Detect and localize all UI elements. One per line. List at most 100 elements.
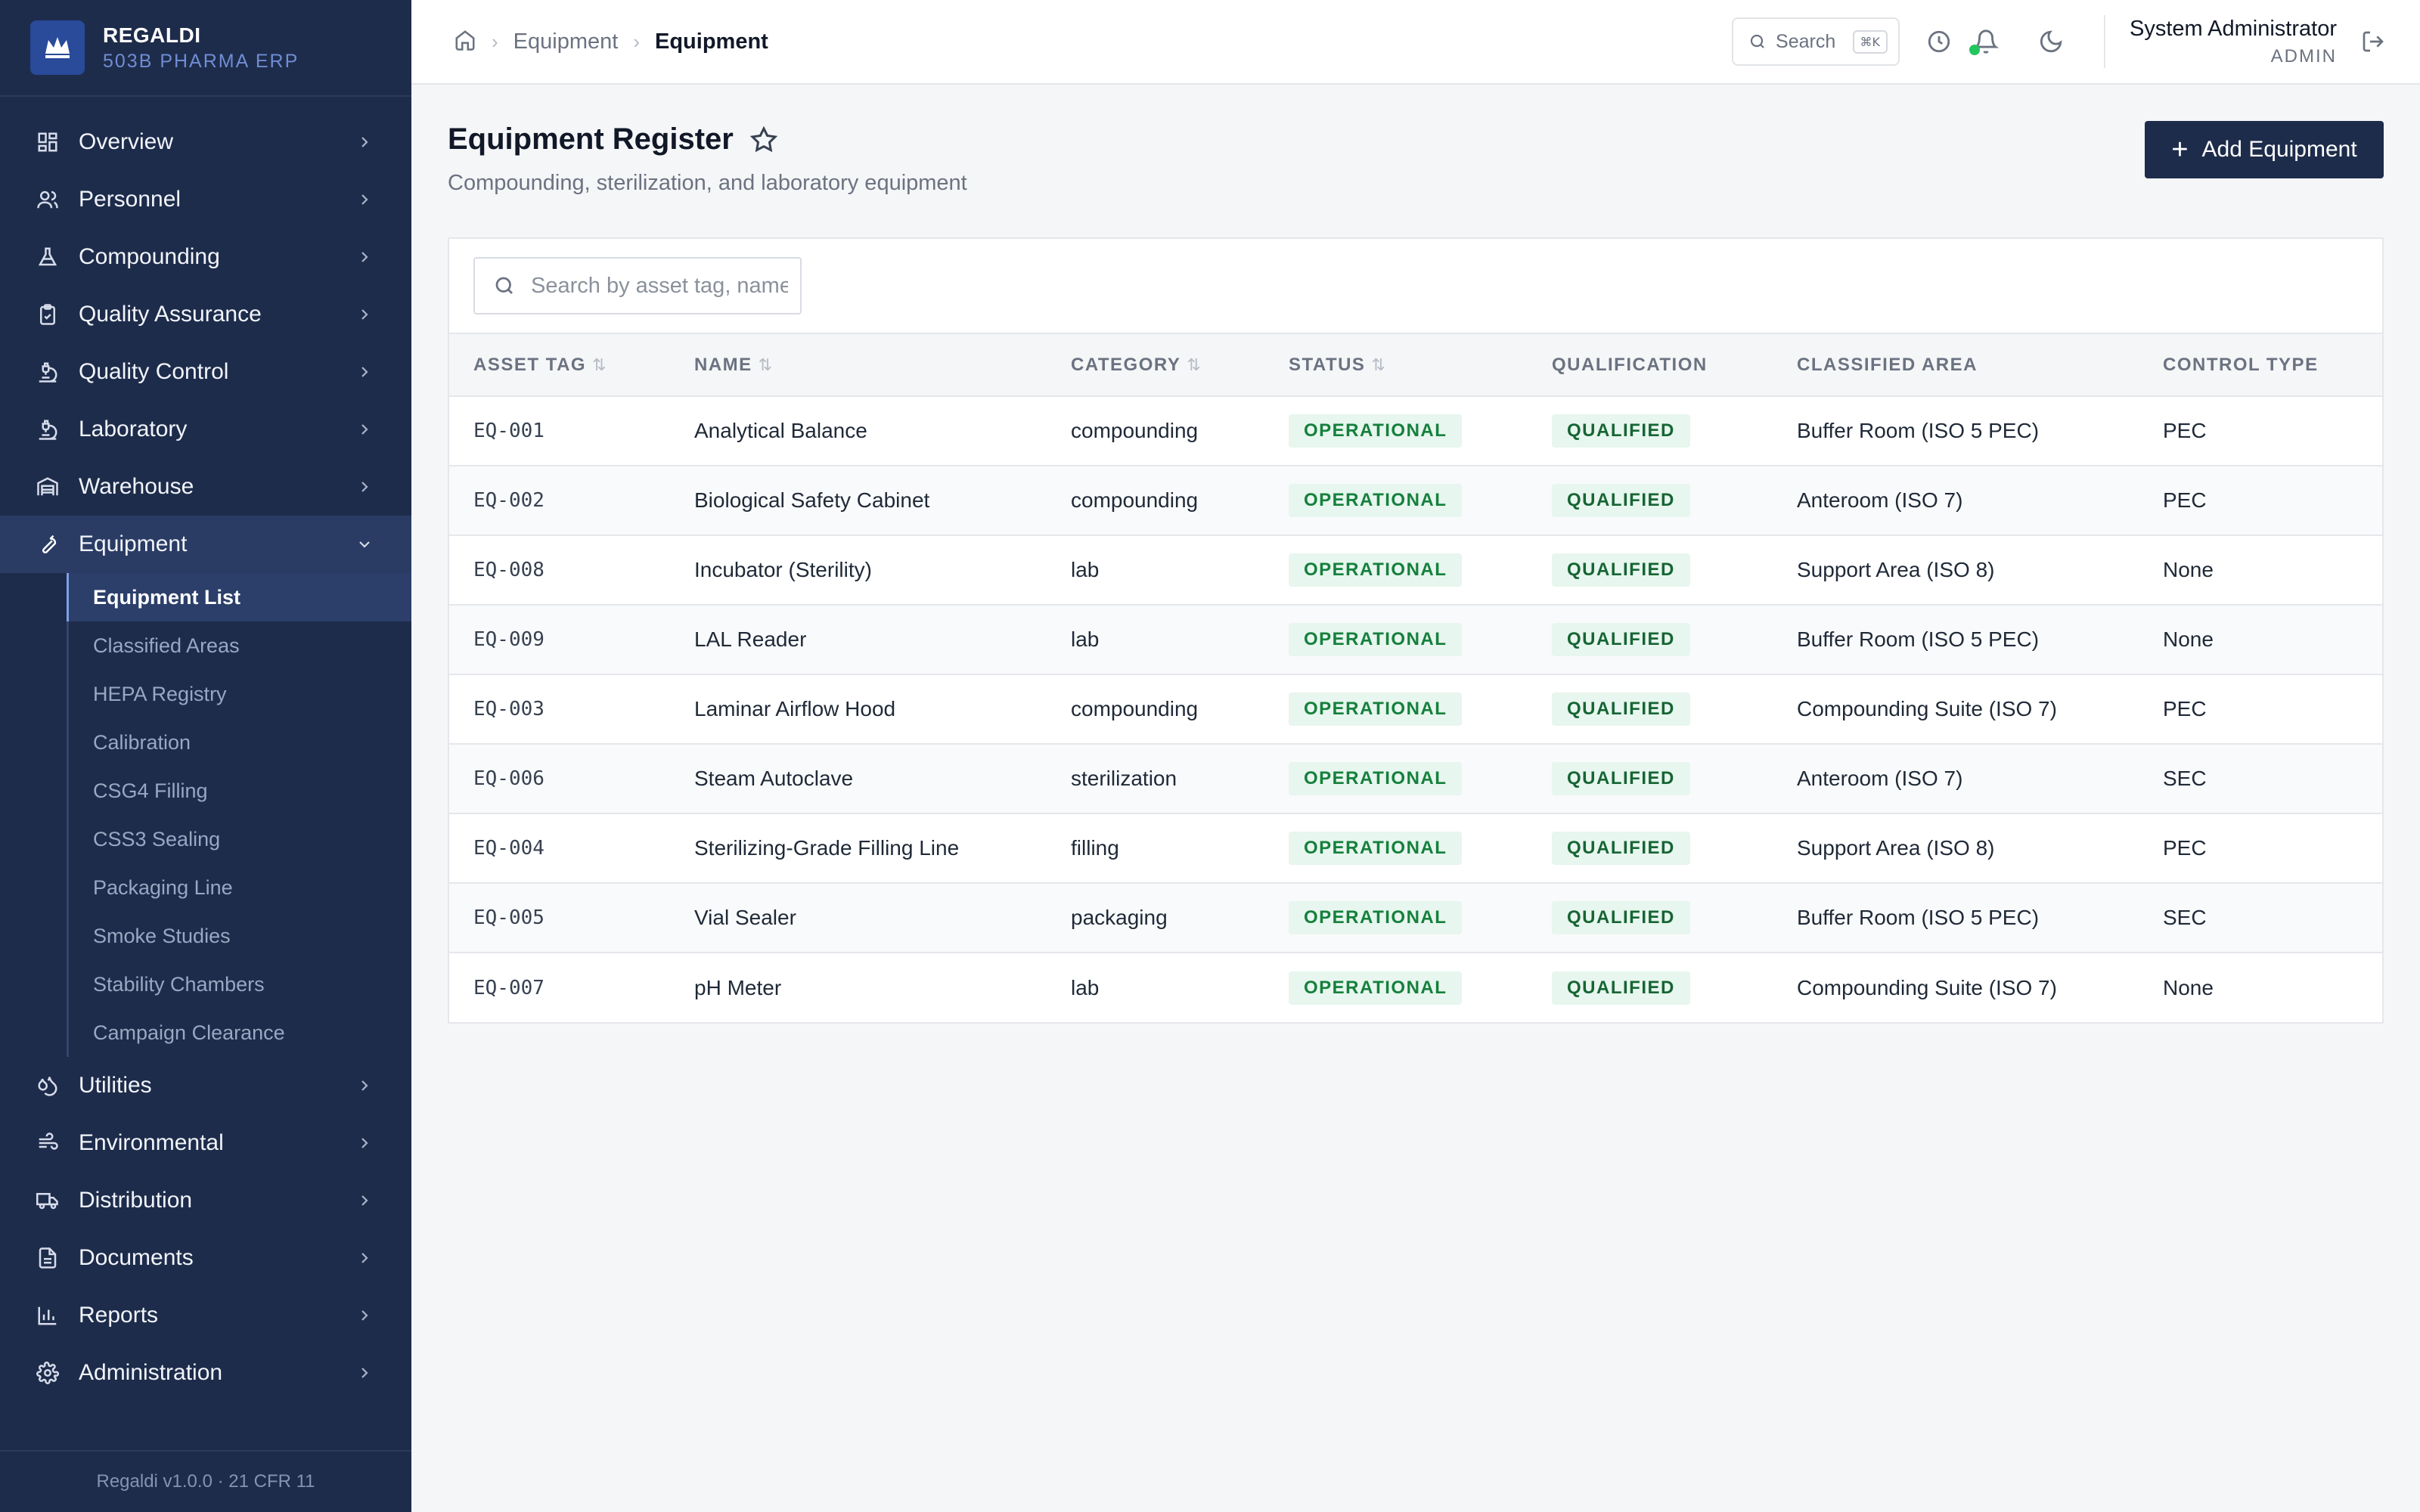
chevron-right-icon (361, 1310, 368, 1321)
search-icon (495, 277, 513, 294)
crown-icon (45, 37, 70, 58)
cell-asset-tag: EQ-001 (473, 420, 544, 442)
column-header-category[interactable]: CATEGORY ⇅ (1047, 334, 1264, 397)
sidebar-item-label: Equipment (79, 531, 188, 556)
cell-name: Steam Autoclave (694, 767, 854, 790)
sidebar-item-personnel[interactable]: Personnel (0, 171, 411, 228)
notifications-button[interactable] (1969, 25, 2003, 58)
history-button[interactable] (1922, 25, 1956, 58)
subnav-item-csg4-filling[interactable]: CSG4 Filling (93, 779, 208, 802)
column-header-control-type: CONTROL TYPE (2139, 334, 2382, 397)
dashboard-icon (35, 129, 60, 155)
status-badge: OPERATIONAL (1289, 692, 1463, 726)
cell-name: Biological Safety Cabinet (694, 488, 930, 512)
column-header-status[interactable]: STATUS ⇅ (1264, 334, 1528, 397)
brand-subtitle: 503B PHARMA ERP (103, 50, 299, 72)
subnav-item-stability-chambers[interactable]: Stability Chambers (93, 972, 265, 996)
sidebar-item-quality-control[interactable]: Quality Control (0, 343, 411, 401)
plus-icon: + (2171, 133, 2189, 166)
breadcrumb-item[interactable]: Equipment (513, 29, 619, 54)
sidebar-item-label: Warehouse (79, 474, 194, 499)
table-search-input[interactable] (531, 273, 788, 299)
wrench-icon (35, 531, 60, 557)
table-row[interactable]: EQ-002 Biological Safety Cabinet compoun… (449, 466, 2382, 535)
logout-button[interactable] (2356, 25, 2390, 58)
add-equipment-button[interactable]: + Add Equipment (2145, 121, 2384, 178)
table-header-row: ASSET TAG ⇅ NAME ⇅ CATEGORY ⇅ STATUS ⇅ QUALI… (449, 334, 2382, 397)
qualification-badge: QUALIFIED (1552, 832, 1690, 865)
sidebar-item-label: Overview (79, 129, 174, 154)
table-row[interactable]: EQ-001 Analytical Balance compounding OP… (449, 396, 2382, 466)
subnav-item-equipment-list[interactable]: Equipment List (67, 573, 411, 621)
sidebar-item-overview[interactable]: Overview (0, 113, 411, 171)
cell-control-type: PEC (2163, 419, 2207, 442)
subnav-item-hepa-registry[interactable]: HEPA Registry (93, 682, 227, 705)
subnav-item-calibration[interactable]: Calibration (93, 730, 191, 754)
theme-toggle-button[interactable] (2034, 25, 2068, 58)
table-row[interactable]: EQ-003 Laminar Airflow Hood compounding … (449, 674, 2382, 744)
cell-classified-area: Support Area (ISO 8) (1797, 836, 1995, 860)
subnav-item-smoke-studies[interactable]: Smoke Studies (93, 924, 231, 947)
sidebar-item-label: Personnel (79, 187, 182, 212)
sidebar-item-equipment[interactable]: Equipment (0, 516, 411, 573)
subnav-item-packaging-line[interactable]: Packaging Line (93, 875, 233, 899)
sidebar-item-compounding[interactable]: Compounding (0, 228, 411, 286)
table-row[interactable]: EQ-006 Steam Autoclave sterilization OPE… (449, 744, 2382, 813)
brand[interactable]: REGALDI 503B PHARMA ERP (0, 0, 411, 97)
table-row[interactable]: EQ-005 Vial Sealer packaging OPERATIONAL… (449, 883, 2382, 953)
sidebar-item-documents[interactable]: Documents (0, 1229, 411, 1287)
cell-category: packaging (1071, 906, 1168, 929)
sidebar-item-environmental[interactable]: Environmental (0, 1114, 411, 1172)
column-header-name[interactable]: NAME ⇅ (670, 334, 1047, 397)
bar-chart-icon (35, 1303, 60, 1328)
qualification-badge: QUALIFIED (1552, 484, 1690, 517)
chevron-right-icon (361, 482, 368, 492)
cell-control-type: SEC (2163, 767, 2207, 790)
breadcrumb-separator: › (492, 29, 498, 53)
main-content: Equipment Register Compounding, steriliz… (411, 85, 2420, 1024)
sort-icon: ⇅ (1187, 355, 1202, 374)
table-row[interactable]: EQ-008 Incubator (Sterility) lab OPERATI… (449, 535, 2382, 605)
cell-name: Incubator (Sterility) (694, 558, 872, 581)
sidebar-item-reports[interactable]: Reports (0, 1287, 411, 1344)
sidebar-item-quality-assurance[interactable]: Quality Assurance (0, 286, 411, 343)
table-row[interactable]: EQ-007 pH Meter lab OPERATIONAL QUALIFIE… (449, 953, 2382, 1022)
home-icon[interactable] (454, 29, 476, 55)
table-search[interactable] (473, 257, 802, 314)
equipment-table-card: ASSET TAG⇅ NAME⇅ CATEGORY⇅ STATUS⇅ QUALI… (448, 237, 2384, 1024)
table-row[interactable]: EQ-009 LAL Reader lab OPERATIONAL QUALIF… (449, 605, 2382, 674)
subnav-item-classified-areas[interactable]: Classified Areas (93, 634, 240, 657)
cell-name: Laminar Airflow Hood (694, 697, 896, 720)
cell-category: lab (1071, 558, 1100, 581)
user-info[interactable]: System Administrator ADMIN (2130, 17, 2337, 67)
cell-control-type: SEC (2163, 906, 2207, 929)
cell-classified-area: Buffer Room (ISO 5 PEC) (1797, 906, 2040, 929)
cell-asset-tag: EQ-003 (473, 698, 544, 720)
sidebar-item-label: Quality Control (79, 359, 229, 384)
chevron-right-icon (361, 1368, 368, 1378)
sidebar-item-laboratory[interactable]: Laboratory (0, 401, 411, 458)
column-header-asset-tag[interactable]: ASSET TAG ⇅ (449, 334, 670, 397)
cell-name: LAL Reader (694, 627, 807, 651)
cell-control-type: PEC (2163, 836, 2207, 860)
cell-control-type: None (2163, 558, 2214, 581)
cell-asset-tag: EQ-004 (473, 837, 544, 860)
sort-icon: ⇅ (592, 355, 607, 374)
sidebar-item-utilities[interactable]: Utilities (0, 1057, 411, 1114)
table-row[interactable]: EQ-004 Sterilizing-Grade Filling Line fi… (449, 813, 2382, 883)
sidebar-item-administration[interactable]: Administration (0, 1344, 411, 1402)
cell-classified-area: Buffer Room (ISO 5 PEC) (1797, 627, 2040, 651)
sidebar-item-distribution[interactable]: Distribution (0, 1172, 411, 1229)
add-equipment-label: Add Equipment (2201, 137, 2357, 162)
qualification-badge: QUALIFIED (1552, 971, 1690, 1005)
global-search-button[interactable]: Search ⌘K (1732, 17, 1900, 66)
subnav-item-campaign-clearance[interactable]: Campaign Clearance (93, 1021, 285, 1044)
sidebar-item-label: Distribution (79, 1188, 193, 1213)
subnav-item-css3-sealing[interactable]: CSS3 Sealing (93, 827, 221, 850)
sidebar-nav: Overview Personnel Compounding Quality A… (0, 97, 411, 1402)
qualification-badge: QUALIFIED (1552, 553, 1690, 587)
sidebar-item-warehouse[interactable]: Warehouse (0, 458, 411, 516)
column-header-qualification: QUALIFICATION (1528, 334, 1773, 397)
star-icon[interactable] (749, 125, 777, 153)
users-icon (35, 187, 60, 212)
